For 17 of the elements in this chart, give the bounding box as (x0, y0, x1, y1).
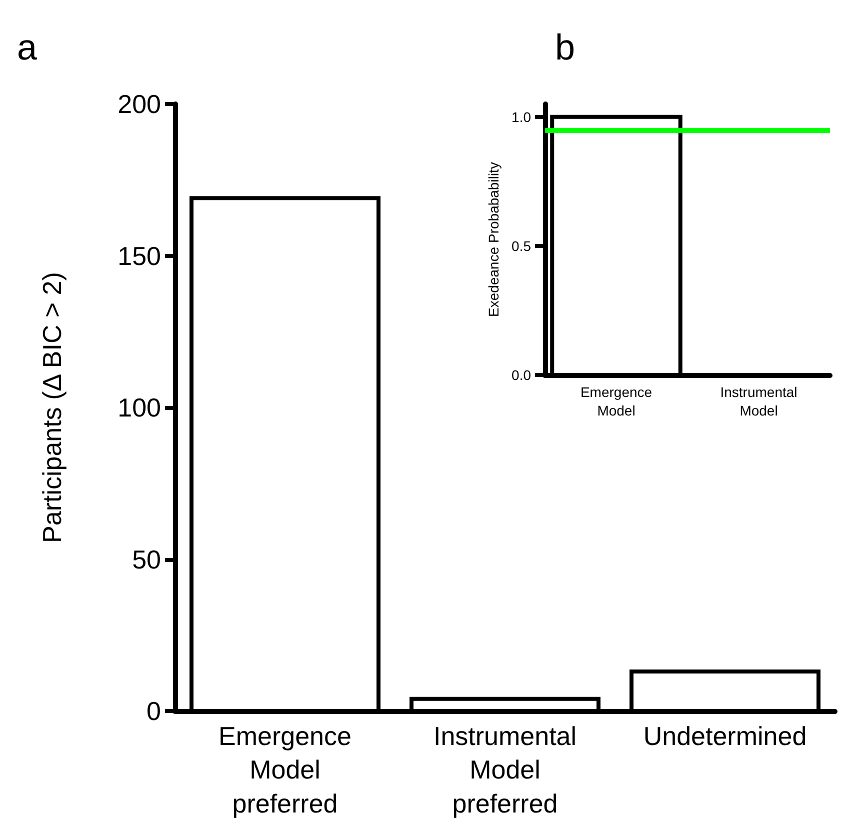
y-tick-label: 0 (146, 696, 161, 726)
chart-title: b (555, 26, 576, 68)
x-tick-label: Emergence Model preferred (218, 720, 352, 818)
y-axis-title: Participants (Δ BIC > 2) (37, 272, 67, 543)
y-tick-label: 0.5 (512, 238, 532, 254)
x-tick-label: Instrumental Model (720, 384, 798, 418)
y-axis-title: Exedeance Probabability (486, 162, 502, 317)
x-tick-label: Instrumental Model preferred (433, 720, 577, 818)
y-tick-label: 1.0 (512, 108, 532, 125)
x-tick-label: Emergence Model (580, 384, 652, 418)
y-tick-label: 100 (118, 392, 161, 422)
y-tick-label: 200 (118, 89, 161, 119)
y-tick-label: 50 (132, 544, 161, 574)
y-tick-label: 0.0 (512, 367, 532, 383)
y-tick-label: 150 (118, 240, 161, 271)
chart-title: a (17, 26, 38, 68)
x-tick-label: Undetermined (643, 720, 807, 751)
